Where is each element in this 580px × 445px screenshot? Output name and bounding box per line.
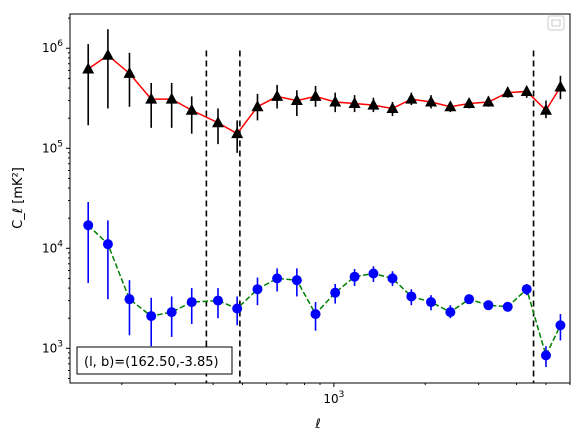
- data-point: [349, 271, 360, 282]
- data-point: [166, 307, 177, 318]
- data-point: [387, 273, 398, 284]
- data-marks: [82, 29, 567, 368]
- data-point: [554, 80, 567, 92]
- data-point: [368, 268, 379, 279]
- data-point: [425, 95, 438, 107]
- data-point: [502, 301, 513, 312]
- data-point: [464, 294, 475, 305]
- data-point: [102, 239, 113, 250]
- data-point: [555, 320, 566, 331]
- data-point: [165, 92, 178, 104]
- data-point: [386, 101, 399, 113]
- x-axis-label: ℓ: [314, 417, 320, 432]
- data-point: [310, 309, 321, 320]
- legend-box: [547, 15, 565, 31]
- data-point: [501, 86, 514, 98]
- plot-area: [205, 50, 535, 383]
- data-point: [271, 89, 284, 101]
- data-point: [124, 294, 135, 305]
- data-point: [212, 295, 223, 306]
- data-point: [185, 103, 198, 115]
- annotation-box: [76, 346, 233, 375]
- y-axis-label: C_ℓ [mK²]: [11, 167, 26, 229]
- data-point: [367, 98, 380, 110]
- data-point: [291, 275, 302, 286]
- data-point: [101, 48, 114, 60]
- data-point: [290, 94, 303, 106]
- data-point: [521, 284, 532, 295]
- annotation-text: (l, b)=(162.50,-3.85): [84, 355, 219, 370]
- data-point: [252, 284, 263, 295]
- data-point: [83, 220, 94, 231]
- data-point: [330, 287, 341, 298]
- legend-handle: [551, 19, 561, 27]
- data-point: [348, 97, 361, 109]
- data-point: [482, 95, 495, 107]
- data-point: [145, 92, 158, 104]
- data-point: [309, 89, 322, 101]
- data-point: [463, 97, 476, 109]
- data-point: [251, 100, 264, 112]
- data-point: [520, 84, 533, 96]
- data-point: [444, 100, 457, 112]
- data-point: [426, 297, 437, 308]
- data-point: [146, 311, 157, 322]
- data-point: [540, 350, 551, 361]
- data-point: [231, 127, 244, 139]
- data-point: [211, 116, 224, 128]
- data-point: [483, 300, 494, 311]
- data-point: [329, 95, 342, 107]
- data-point: [405, 92, 418, 104]
- data-point: [272, 273, 283, 284]
- data-point: [82, 62, 95, 74]
- data-point: [539, 103, 552, 115]
- data-point: [232, 303, 243, 314]
- data-point: [186, 297, 197, 308]
- data-point: [445, 307, 456, 318]
- data-point: [406, 291, 417, 302]
- data-point: [123, 66, 136, 78]
